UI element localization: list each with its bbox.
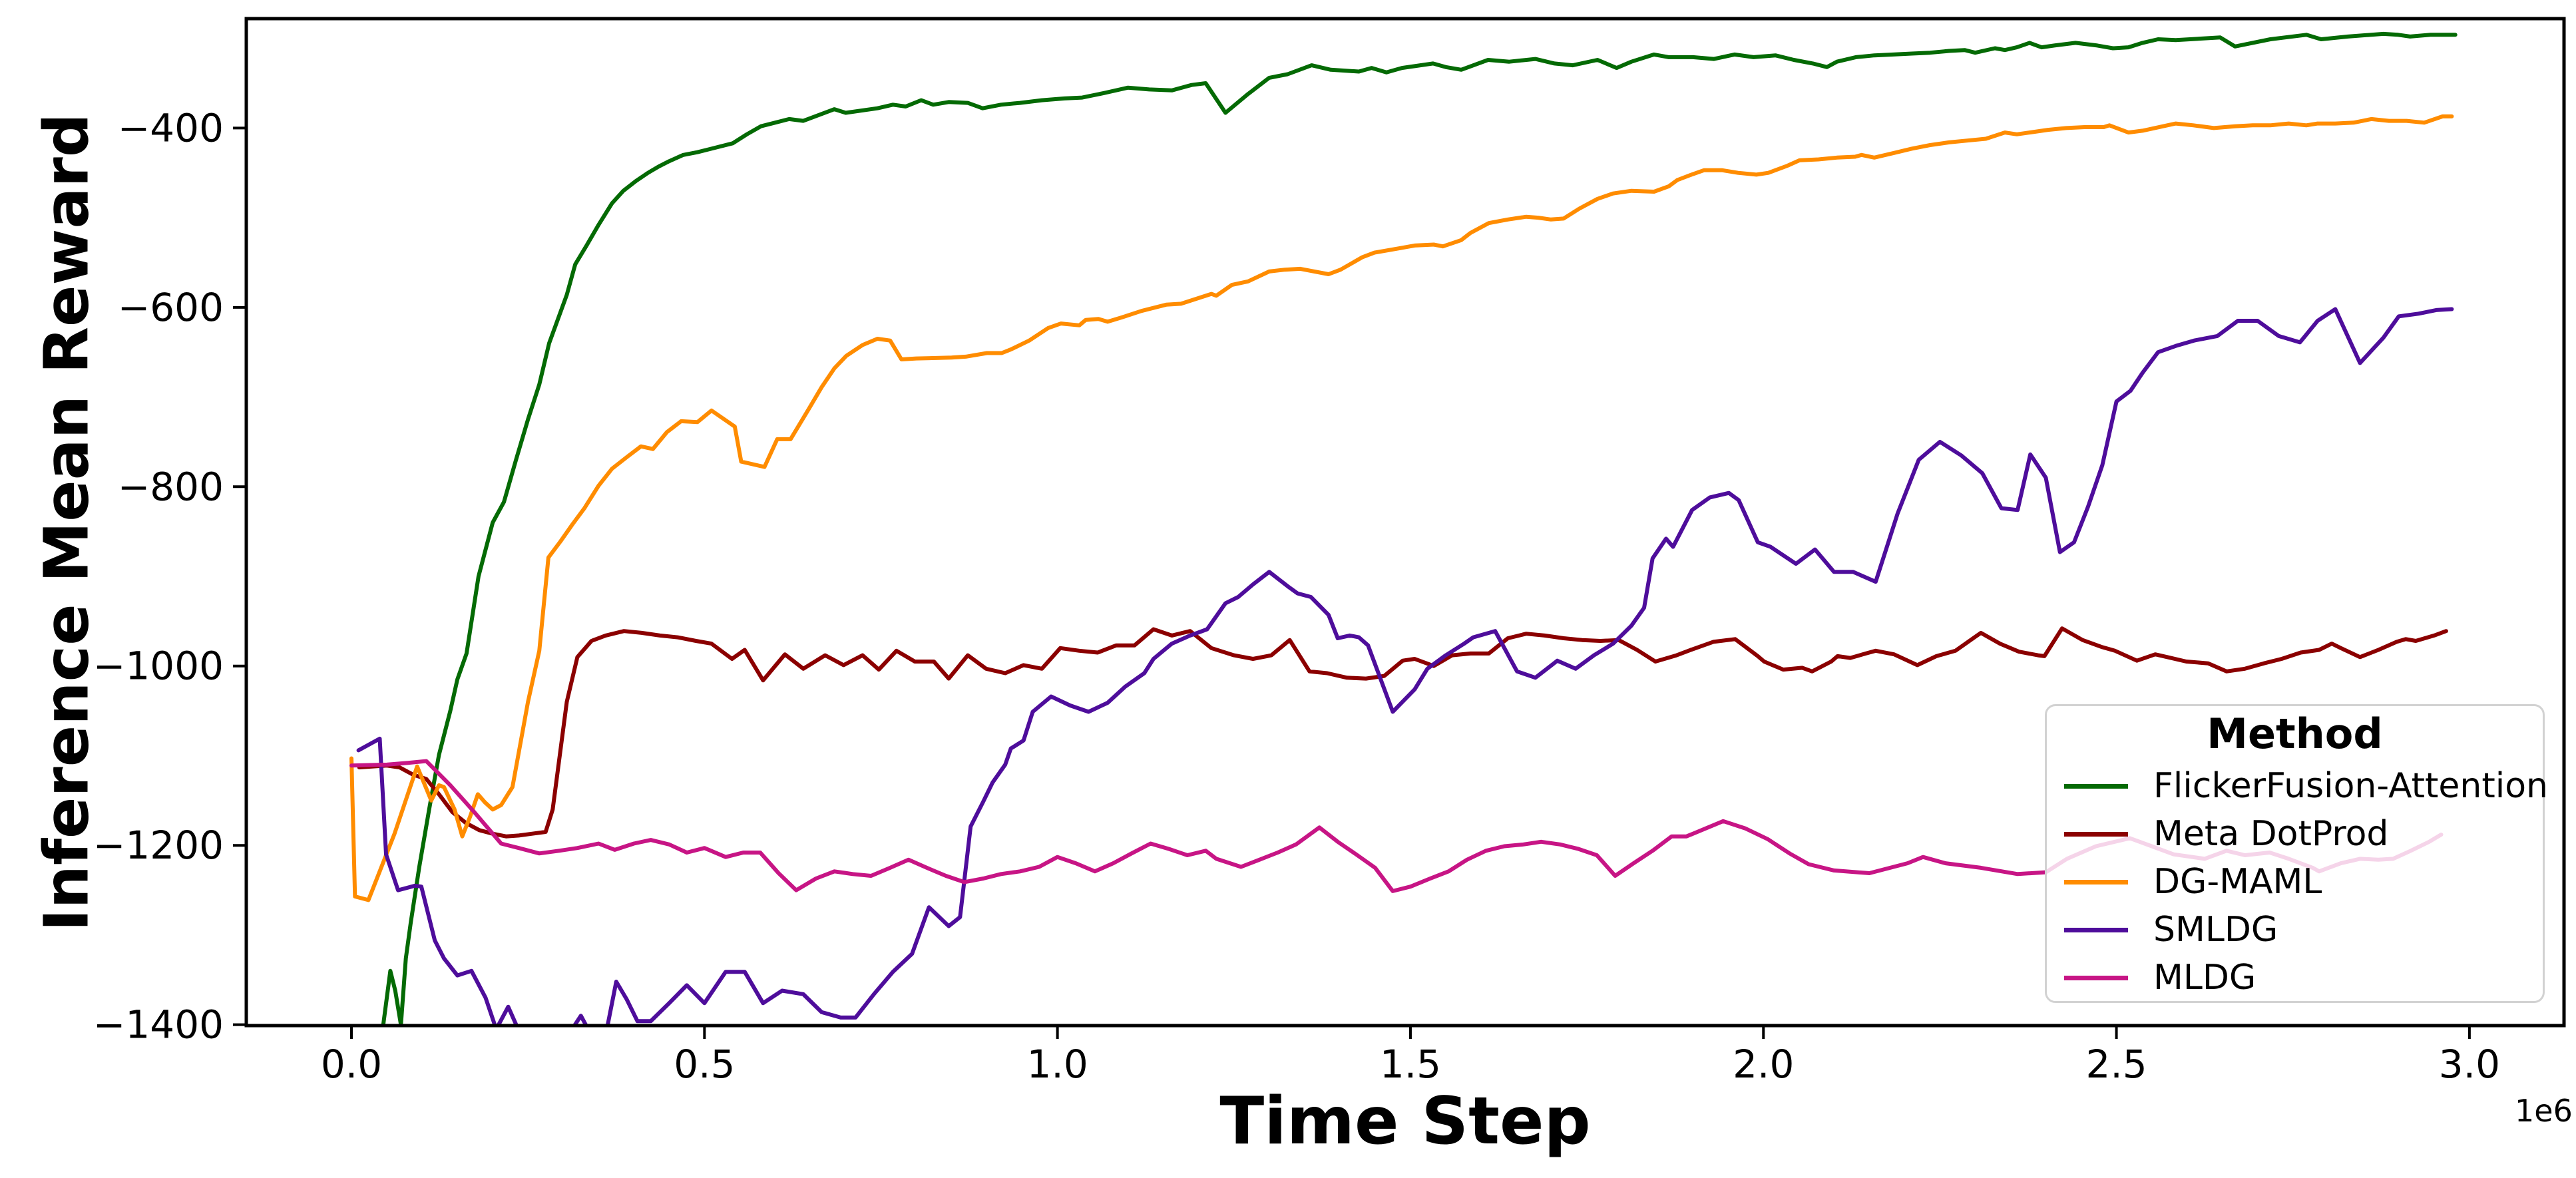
y-tick-label: −1000 [93,644,224,689]
legend-label: DG-MAML [2153,862,2322,902]
series-line-dg-maml [349,114,2454,902]
x-tick-label: 2.0 [1733,1042,1794,1087]
series-group [349,31,2458,1026]
x-tick-label: 0.0 [321,1042,382,1087]
y-axis-label: Inference Mean Reward [31,113,103,932]
ticks-group: 0.0 0.5 1.0 1.5 2.0 2.5 3.0 −400 −600 −800 −1000 −1… [93,105,2500,1087]
legend: Method FlickerFusion-Attention Meta DotP… [2045,704,2548,1003]
x-tick-label: 1.0 [1027,1042,1088,1087]
legend-item: MLDG [2047,954,2543,1002]
legend-swatch-flickerfusion-attention [2064,783,2128,789]
legend-label: FlickerFusion-Attention [2153,766,2548,806]
y-tick-label: −1200 [93,823,224,868]
legend-title: Method [2207,709,2383,758]
x-axis-label: Time Step [1219,1083,1591,1159]
x-tick-label: 3.0 [2439,1042,2500,1087]
legend-label: Meta DotProd [2153,814,2389,854]
x-axis-offset-label: 1e6 [2515,1093,2573,1129]
series-line-flickerfusion-attention [381,31,2458,1026]
y-tick-label: −1400 [93,1002,224,1048]
y-tick-label: −800 [118,464,224,509]
legend-item: DG-MAML [2047,858,2543,906]
y-tick-label: −400 [118,105,224,150]
legend-swatch-smldg [2064,927,2128,932]
x-tick-label: 1.5 [1380,1042,1441,1087]
legend-swatch-dg-maml [2064,879,2128,884]
legend-item: FlickerFusion-Attention [2047,762,2548,810]
legend-label: MLDG [2153,958,2256,998]
series-line-meta-dotprod [357,626,2448,839]
plot-border [244,17,2566,1028]
legend-label: SMLDG [2153,910,2278,950]
legend-swatch-mldg [2064,975,2128,980]
legend-item: SMLDG [2047,906,2543,954]
x-tick-label: 0.5 [674,1042,735,1087]
series-line-smldg [356,307,2454,1026]
legend-swatch-meta-dotprod [2064,831,2128,837]
x-tick-label: 2.5 [2085,1042,2147,1087]
y-tick-label: −600 [118,285,224,330]
legend-item: Meta DotProd [2047,810,2543,858]
